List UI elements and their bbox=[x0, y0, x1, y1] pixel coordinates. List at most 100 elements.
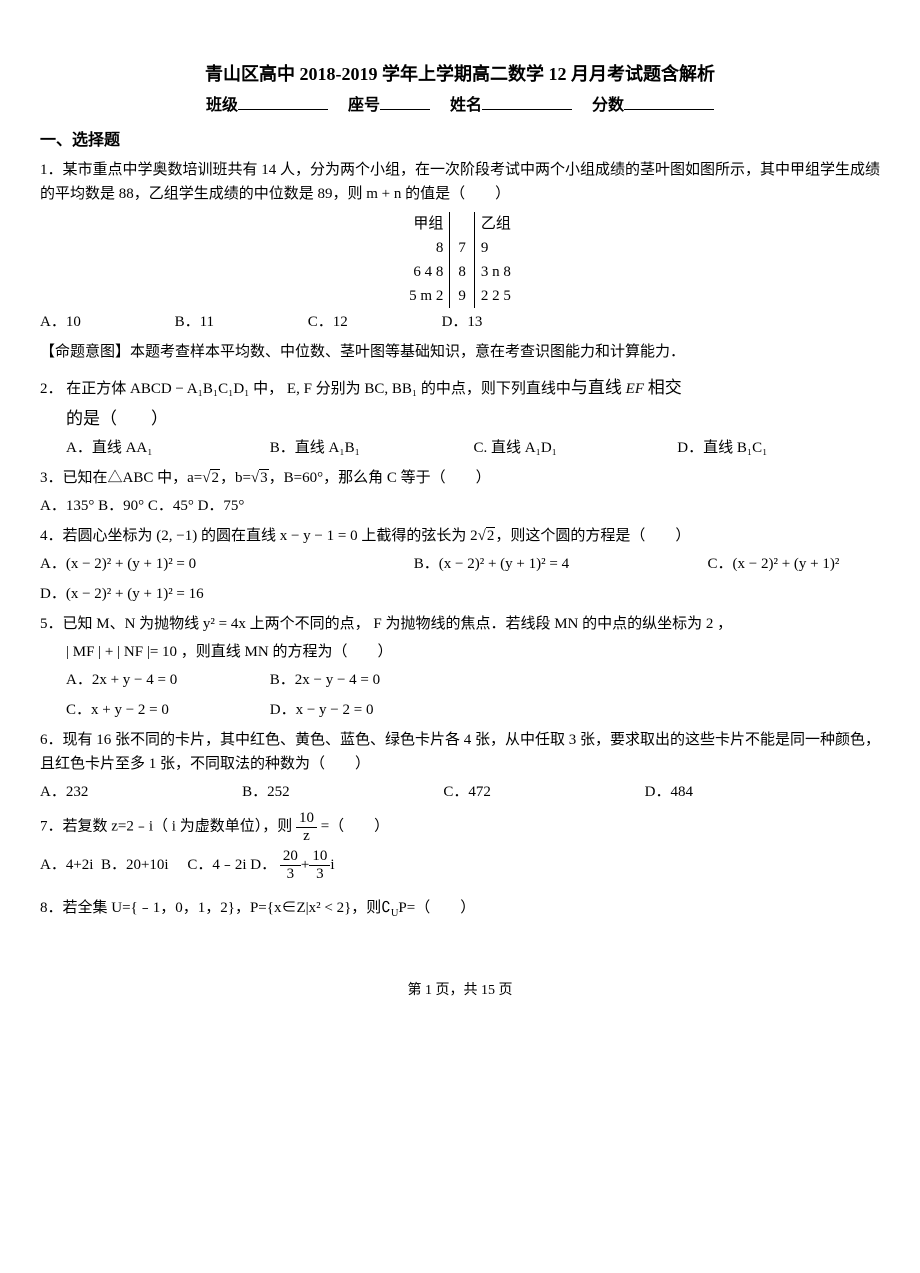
seat-label: 座号 bbox=[348, 97, 380, 114]
q2-lead: 2． 在正方体 ABCD − A₁B₁C₁D₁ 中， E, F 分别为 BC, … bbox=[40, 381, 571, 397]
q7-options: A．4+2i B．20+10i C．4﹣2i D． 203+103i bbox=[40, 848, 880, 882]
stem-leaf-plot: 甲组 乙组 8 7 9 6 4 8 8 3 n 8 5 m 2 9 2 2 5 bbox=[40, 212, 880, 308]
radical-2b: √2 bbox=[478, 524, 496, 548]
q5-options-row1: A．2x + y − 4 = 0 B．2x − y − 4 = 0 bbox=[66, 668, 880, 692]
q7-opt-b[interactable]: B．20+10i bbox=[101, 853, 169, 877]
frac-10-z: 10z bbox=[296, 810, 317, 844]
footer-post: 页 bbox=[495, 983, 513, 998]
q1-opt-b[interactable]: B．11 bbox=[175, 310, 214, 334]
question-6: 6．现有 16 张不同的卡片，其中红色、黄色、蓝色、绿色卡片各 4 张，从中任取… bbox=[40, 728, 880, 776]
q2-options: A．直线 AA₁ B．直线 A₁B₁ C. 直线 A₁D₁ D．直线 B₁C₁ bbox=[66, 436, 880, 460]
q4-options-row2: D．(x − 2)² + (y + 1)² = 16 bbox=[40, 582, 880, 606]
q5-options-row2: C．x + y − 2 = 0 D．x − y − 2 = 0 bbox=[66, 698, 880, 722]
q2-opt-a[interactable]: A．直线 AA₁ bbox=[66, 436, 266, 460]
footer-pre: 第 bbox=[408, 983, 426, 998]
frac-10-3: 103 bbox=[309, 848, 330, 882]
sl-r1-stem: 7 bbox=[450, 236, 475, 260]
q4-b: ，则这个圆的方程是（ ） bbox=[495, 528, 690, 544]
seat-field[interactable]: 座号 bbox=[348, 93, 430, 119]
q5-opt-a[interactable]: A．2x + y − 4 = 0 bbox=[66, 668, 266, 692]
q3-c: ，B=60°，那么角 C 等于（ ） bbox=[269, 470, 491, 486]
class-label: 班级 bbox=[206, 97, 238, 114]
q6-opt-c[interactable]: C．472 bbox=[443, 780, 491, 804]
q2-opt-c[interactable]: C. 直线 A₁D₁ bbox=[474, 436, 674, 460]
question-4: 4．若圆心坐标为 (2, −1) 的圆在直线 x − y − 1 = 0 上截得… bbox=[40, 524, 880, 548]
q2-tail1: 与直线 bbox=[571, 378, 622, 397]
radical-3: √3 bbox=[251, 466, 269, 490]
q3-options: A．135° B．90° C．45° D．75° bbox=[40, 494, 880, 518]
q2-tail3: 相交 bbox=[648, 378, 682, 397]
name-field[interactable]: 姓名 bbox=[450, 93, 572, 119]
sl-r3-left: 5 m 2 bbox=[403, 284, 450, 308]
q2-ef: EF bbox=[626, 381, 644, 397]
q7-b: =（ ） bbox=[321, 819, 389, 835]
sl-r2-left: 6 4 8 bbox=[403, 260, 450, 284]
q2-opt-d[interactable]: D．直线 B₁C₁ bbox=[677, 436, 767, 460]
score-blank[interactable] bbox=[624, 93, 714, 110]
name-blank[interactable] bbox=[482, 93, 572, 110]
sl-r3-stem: 9 bbox=[450, 284, 475, 308]
question-5-l2: | MF | + | NF |= 10 ，则直线 MN 的方程为（ ） bbox=[66, 640, 880, 664]
q7-plus: + bbox=[301, 853, 309, 877]
footer-total: 15 bbox=[481, 983, 495, 998]
question-5-l1: 5．已知 M、N 为抛物线 y² = 4x 上两个不同的点， F 为抛物线的焦点… bbox=[40, 612, 880, 636]
q4-opt-a[interactable]: A．(x − 2)² + (y + 1)² = 0 bbox=[40, 552, 410, 576]
frac-20-3: 203 bbox=[280, 848, 301, 882]
seat-blank[interactable] bbox=[380, 93, 430, 110]
q6-opt-a[interactable]: A．232 bbox=[40, 780, 88, 804]
name-label: 姓名 bbox=[450, 97, 482, 114]
q2-line2: 的是（ ） bbox=[66, 405, 880, 432]
q5-opt-d[interactable]: D．x − y − 2 = 0 bbox=[270, 698, 374, 722]
exam-title: 青山区高中 2018-2019 学年上学期高二数学 12 月月考试题含解析 bbox=[40, 60, 880, 89]
q6-options: A．232 B．252 C．472 D．484 bbox=[40, 780, 880, 804]
q5-opt-c[interactable]: C．x + y − 2 = 0 bbox=[66, 698, 266, 722]
sl-r1-left: 8 bbox=[403, 236, 450, 260]
sl-r1-right: 9 bbox=[474, 236, 517, 260]
sl-head-left: 甲组 bbox=[403, 212, 450, 236]
page-footer: 第 1 页，共 15 页 bbox=[40, 980, 880, 1002]
q7-opt-d[interactable]: D． 203+103i bbox=[250, 848, 334, 882]
q3-b: ，b= bbox=[220, 470, 251, 486]
footer-mid: 页，共 bbox=[432, 983, 481, 998]
sl-r3-right: 2 2 5 bbox=[474, 284, 517, 308]
q6-opt-d[interactable]: D．484 bbox=[645, 780, 693, 804]
score-label: 分数 bbox=[592, 97, 624, 114]
class-blank[interactable] bbox=[238, 93, 328, 110]
q4-opt-c[interactable]: C．(x − 2)² + (y + 1)² bbox=[708, 552, 840, 576]
score-field[interactable]: 分数 bbox=[592, 93, 714, 119]
q3-a: 3．已知在△ABC 中，a= bbox=[40, 470, 202, 486]
q1-options: A．10 B．11 C．12 D．13 bbox=[40, 310, 880, 334]
info-row: 班级 座号 姓名 分数 bbox=[40, 93, 880, 119]
q1-opt-a[interactable]: A．10 bbox=[40, 310, 81, 334]
q7-d-pre: D． bbox=[250, 853, 276, 877]
class-field[interactable]: 班级 bbox=[206, 93, 328, 119]
q5-opt-b[interactable]: B．2x − y − 4 = 0 bbox=[270, 668, 380, 692]
question-8: 8．若全集 U={﹣1，0，1，2}，P={x∈Z|x² < 2}，则∁UP=（… bbox=[40, 896, 880, 920]
sl-head-stem bbox=[450, 212, 475, 236]
q7-opt-a[interactable]: A．4+2i bbox=[40, 853, 93, 877]
q6-opt-b[interactable]: B．252 bbox=[242, 780, 290, 804]
q4-a: 4．若圆心坐标为 (2, −1) 的圆在直线 x − y − 1 = 0 上截得… bbox=[40, 528, 478, 544]
section-1-heading: 一、选择题 bbox=[40, 128, 880, 154]
question-3: 3．已知在△ABC 中，a=√2，b=√3，B=60°，那么角 C 等于（ ） bbox=[40, 466, 880, 490]
q1-commentary: 【命题意图】本题考查样本平均数、中位数、茎叶图等基础知识，意在考查识图能力和计算… bbox=[40, 340, 880, 364]
q4-opt-b[interactable]: B．(x − 2)² + (y + 1)² = 4 bbox=[414, 552, 704, 576]
q7-a: 7．若复数 z=2﹣i（ i 为虚数单位），则 bbox=[40, 819, 292, 835]
q7-opt-c[interactable]: C．4﹣2i bbox=[187, 853, 246, 877]
q4-options-row1: A．(x − 2)² + (y + 1)² = 0 B．(x − 2)² + (… bbox=[40, 552, 880, 576]
sl-head-right: 乙组 bbox=[474, 212, 517, 236]
question-7: 7．若复数 z=2﹣i（ i 为虚数单位），则 10z =（ ） bbox=[40, 810, 880, 844]
question-2: 2． 在正方体 ABCD − A₁B₁C₁D₁ 中， E, F 分别为 BC, … bbox=[40, 374, 880, 401]
q8-text: 8．若全集 U={﹣1，0，1，2}，P={x∈Z|x² < 2}，则∁ bbox=[40, 900, 391, 916]
q1-opt-c[interactable]: C．12 bbox=[308, 310, 348, 334]
radical-2: √2 bbox=[202, 466, 220, 490]
question-1: 1．某市重点中学奥数培训班共有 14 人，分为两个小组，在一次阶段考试中两个小组… bbox=[40, 158, 880, 206]
q7-i: i bbox=[330, 853, 334, 877]
q2-opt-b[interactable]: B．直线 A₁B₁ bbox=[270, 436, 470, 460]
sl-r2-right: 3 n 8 bbox=[474, 260, 517, 284]
sl-r2-stem: 8 bbox=[450, 260, 475, 284]
q8-tail: P=（ ） bbox=[398, 900, 475, 916]
q4-opt-d[interactable]: D．(x − 2)² + (y + 1)² = 16 bbox=[40, 582, 204, 606]
footer-cur: 1 bbox=[425, 983, 432, 998]
q1-opt-d[interactable]: D．13 bbox=[442, 310, 483, 334]
